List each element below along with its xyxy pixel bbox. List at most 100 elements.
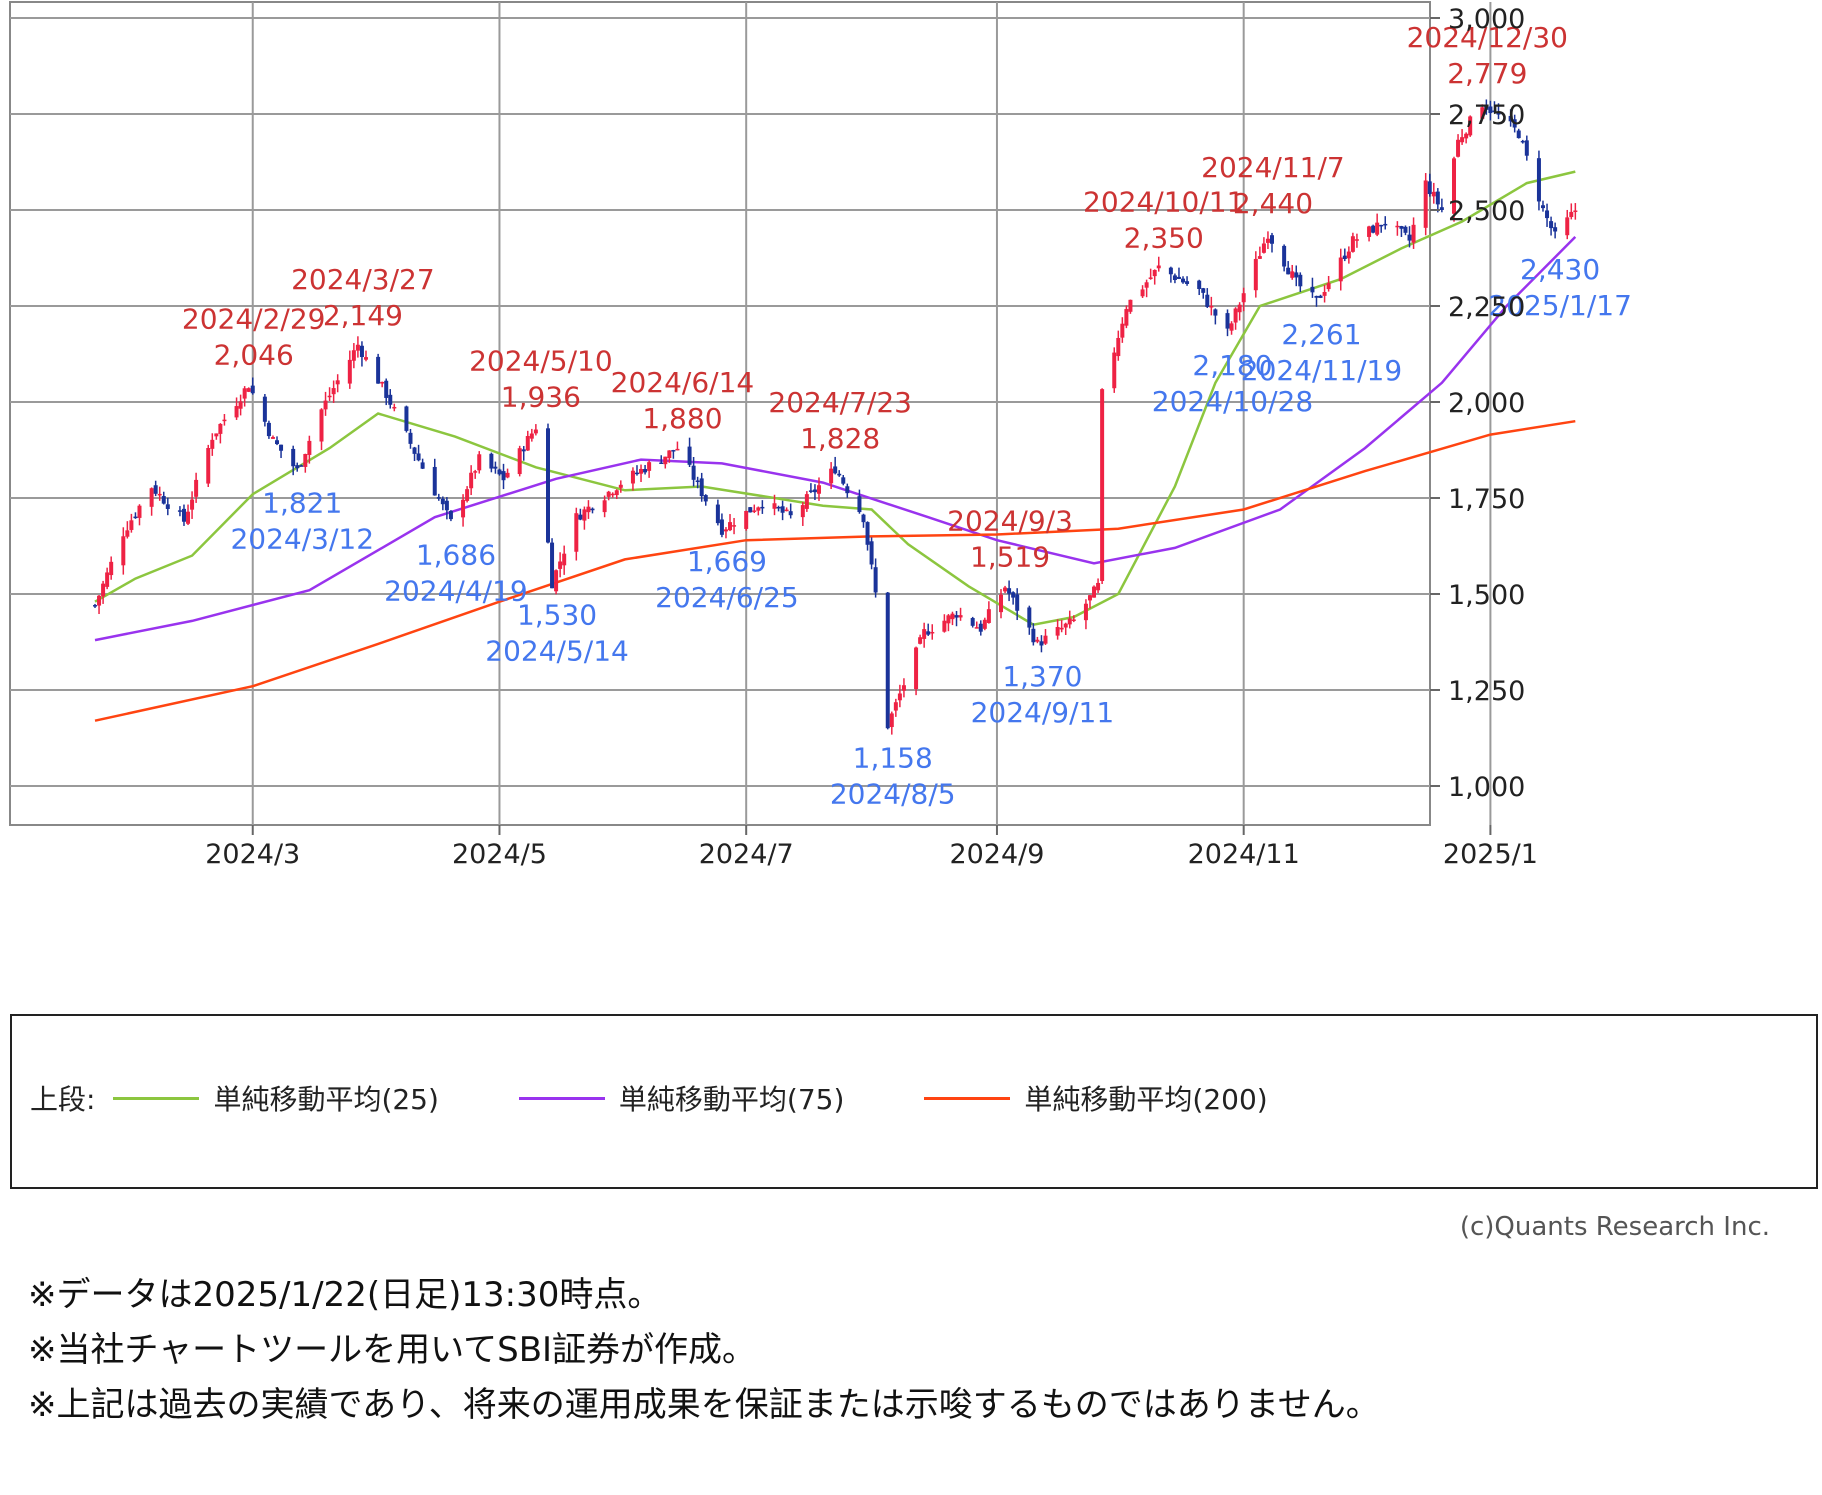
candle-body	[436, 497, 441, 499]
candle-body	[744, 510, 749, 529]
grid-lines	[9, 1, 1492, 826]
candle-body	[1395, 225, 1400, 228]
candle-body	[837, 473, 842, 476]
candle-body	[999, 594, 1004, 613]
high-annotation-date: 2024/5/10	[469, 345, 613, 378]
candle-body	[671, 450, 676, 452]
candle-body	[1100, 389, 1105, 581]
high-annotation-value: 1,828	[800, 422, 880, 455]
candle-body	[388, 394, 393, 405]
candle-body	[242, 388, 247, 399]
candle-body	[578, 514, 583, 520]
candle-body	[865, 522, 870, 545]
candle-body	[1055, 627, 1060, 636]
candle-body	[1205, 294, 1210, 307]
candle-body	[1083, 603, 1088, 621]
candle-body	[404, 406, 409, 431]
high-annotation-date: 2024/3/27	[291, 263, 435, 296]
candle-body	[533, 429, 538, 434]
candle-body	[687, 446, 692, 465]
candle-body	[586, 506, 591, 513]
candle-body	[448, 510, 453, 520]
candle-body	[250, 385, 255, 394]
candle-body	[129, 520, 134, 530]
candle-body	[335, 380, 340, 385]
candle-body	[562, 553, 567, 566]
candle-body	[1144, 282, 1149, 288]
candle-body	[1124, 309, 1129, 326]
candle-body	[1092, 586, 1097, 598]
candle-body	[517, 448, 522, 475]
candle-body	[319, 409, 324, 442]
candle-body	[489, 453, 494, 469]
candle-body	[1435, 191, 1440, 205]
candle-body	[634, 472, 639, 475]
candle-body	[1480, 107, 1485, 119]
candle-body	[715, 504, 720, 524]
candle-body	[614, 490, 619, 496]
candle-body	[816, 485, 821, 494]
candle-body	[1318, 295, 1323, 298]
candle-body	[1565, 217, 1570, 236]
candle-body	[901, 685, 906, 691]
candle-body	[355, 344, 360, 351]
candle-body	[922, 629, 927, 639]
candle-body	[695, 480, 700, 482]
low-annotation-date: 2024/11/19	[1241, 354, 1402, 387]
candle-body	[1427, 181, 1432, 195]
candle-body	[303, 453, 308, 467]
candle-body	[610, 493, 615, 496]
candle-body	[760, 506, 765, 509]
candle-body	[101, 583, 106, 597]
candle-body	[275, 440, 280, 445]
candle-body	[974, 627, 979, 629]
high-annotation-value: 2,350	[1124, 222, 1204, 255]
legend-item-ma75: 単純移動平均(75)	[501, 1078, 844, 1118]
candle-body	[1039, 641, 1044, 646]
candle-body	[1031, 628, 1036, 643]
candle-body	[1520, 140, 1525, 143]
candle-body	[1314, 295, 1319, 298]
candle-body	[719, 519, 724, 535]
candle-body	[1383, 223, 1388, 226]
candle-body	[926, 631, 931, 635]
candle-body	[222, 419, 227, 422]
y-tick-label: 1,500	[1448, 580, 1525, 611]
candle-body	[1282, 245, 1287, 267]
candle-body	[238, 401, 243, 409]
x-tick-label: 2024/9	[949, 839, 1044, 870]
copyright: (c)Quants Research Inc.	[1459, 1212, 1770, 1242]
candle-body	[1460, 137, 1465, 143]
candle-body	[1027, 607, 1032, 628]
candle-body	[873, 567, 878, 593]
candle-body	[529, 433, 534, 439]
candle-body	[501, 471, 506, 481]
note-line-2: ※当社チャートツールを用いてSBI証券が作成。	[28, 1330, 757, 1370]
candle-body	[1375, 222, 1380, 235]
low-annotation-value: 2,180	[1192, 349, 1272, 382]
candle-body	[327, 395, 332, 398]
x-tick-label: 2024/3	[205, 839, 300, 870]
candle-body	[1354, 239, 1359, 241]
low-annotation-value: 2,261	[1281, 318, 1361, 351]
candle-body	[1148, 277, 1153, 279]
high-annotation-value: 1,936	[501, 381, 581, 414]
candle-body	[214, 433, 219, 437]
candle-body	[1524, 140, 1529, 156]
candle-body	[234, 406, 239, 418]
candle-body	[1496, 112, 1501, 115]
candle-body	[869, 541, 874, 565]
candle-body	[1087, 595, 1092, 601]
y-tick-label: 2,500	[1448, 196, 1525, 227]
candle-body	[1152, 269, 1157, 277]
candle-body	[558, 561, 563, 569]
candle-body	[950, 613, 955, 620]
candle-body	[804, 494, 809, 509]
candle-body	[210, 439, 215, 449]
candle-body	[1346, 251, 1351, 259]
candle-body	[1261, 243, 1266, 253]
high-annotation-date: 2024/12/30	[1407, 21, 1568, 54]
candle-body	[829, 468, 834, 484]
candle-body	[857, 496, 862, 513]
low-annotation-date: 2024/5/14	[485, 634, 629, 667]
